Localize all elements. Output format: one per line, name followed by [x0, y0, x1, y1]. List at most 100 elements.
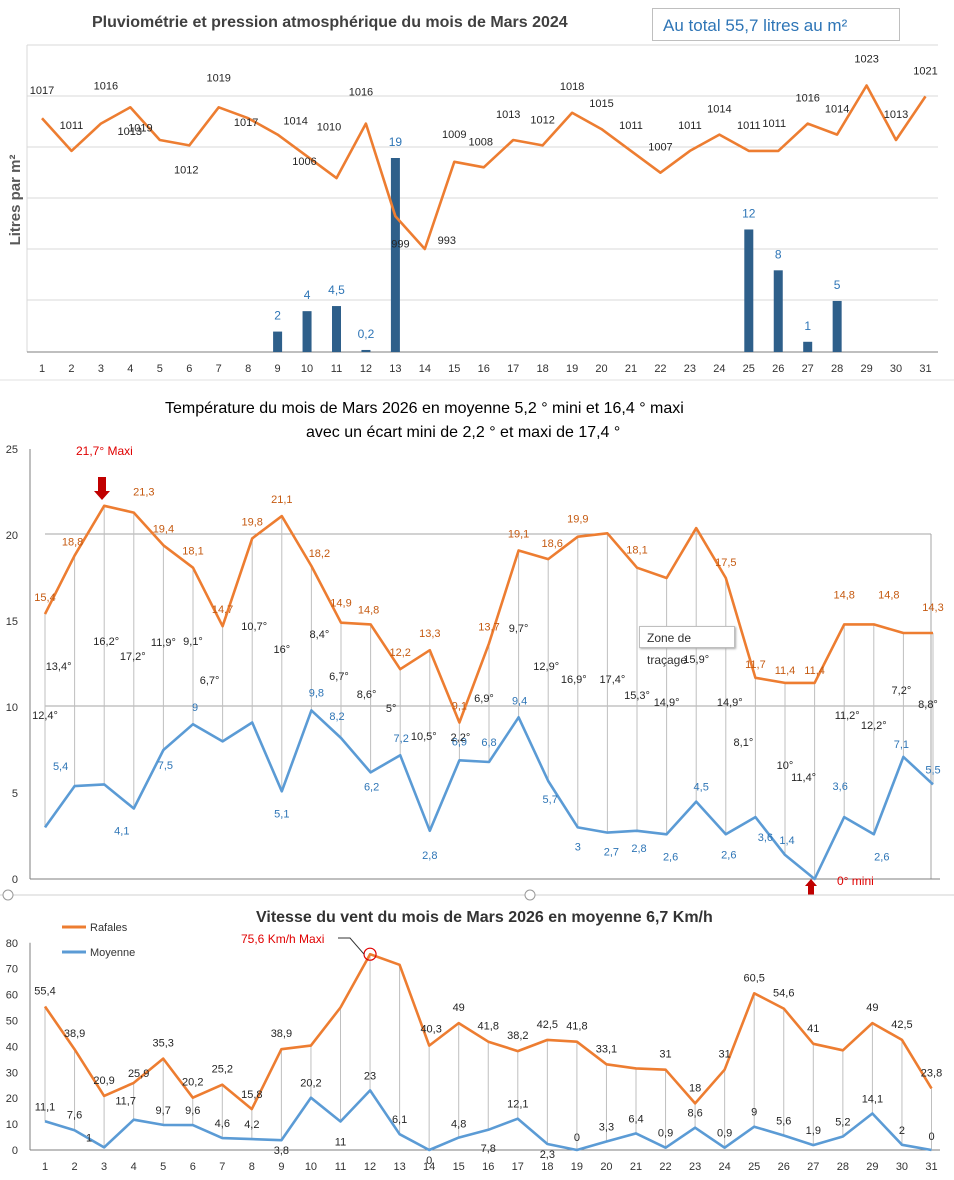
temp-min-label-14: 2,8	[422, 850, 437, 862]
rain-bar-11	[332, 306, 341, 352]
rain-xtick-11: 11	[331, 363, 342, 375]
temp-range-label-31: 8,8°	[918, 699, 938, 711]
wind-xtick-28: 28	[837, 1161, 849, 1173]
wind-xtick-8: 8	[249, 1161, 255, 1173]
rain-bar-label-13: 19	[389, 135, 403, 149]
pressure-label-13: 999	[391, 238, 409, 250]
wind-legend: Rafales Moyenne	[62, 922, 135, 959]
rain-bar-label-12: 0,2	[358, 327, 375, 341]
wind-ytick-60: 60	[6, 990, 18, 1002]
rain-xtick-17: 17	[507, 363, 519, 375]
resize-handle-left[interactable]	[2, 889, 14, 901]
rain-xtick-29: 29	[860, 363, 872, 375]
wind-gust-label-20: 33,1	[596, 1043, 617, 1055]
wind-xtick-6: 6	[190, 1161, 196, 1173]
rain-xtick-12: 12	[360, 363, 372, 375]
resize-handle[interactable]	[524, 889, 536, 901]
wind-labels: 55,438,920,935,320,225,215,838,9 40,34941…	[34, 972, 942, 1167]
rain-xtick-25: 25	[743, 363, 755, 375]
rain-xtick-18: 18	[537, 363, 549, 375]
rain-xtick-5: 5	[157, 363, 163, 375]
wind-avg-label-4: 11,7	[115, 1096, 136, 1108]
wind-gust-label-17: 38,2	[507, 1030, 528, 1042]
pressure-label-17: 1013	[496, 109, 520, 121]
rain-chart-xticks: 1 2 3 4 5 6 7 8 9 10 11 12 13 14 15 16 17 18 19 20 21 22 23 24 2…	[39, 363, 932, 375]
wind-avg-label-1: 11,1	[35, 1101, 56, 1113]
temp-chart-grid: 0 5 10 15 20 25	[6, 444, 940, 886]
rain-bar-label-27: 1	[804, 319, 811, 333]
wind-lines	[43, 937, 933, 1152]
rain-bars	[273, 158, 842, 352]
temp-range-label-2: 13,4°	[46, 661, 72, 673]
temp-min-label-24: 2,6	[721, 849, 736, 861]
temp-range-label-14: 10,5°	[411, 731, 437, 743]
rain-bar-label-25: 12	[742, 206, 756, 220]
rain-bar-13	[390, 158, 400, 352]
wind-ytick-0: 0	[12, 1145, 18, 1157]
wind-xtick-25: 25	[748, 1161, 760, 1173]
temp-range-label-5: 11,9°	[151, 637, 176, 649]
rain-xtick-20: 20	[595, 363, 607, 375]
wind-avg-label-6: 9,6	[185, 1105, 200, 1117]
temp-min-label-5: 7,5	[158, 760, 173, 772]
temp-range-label-12: 8,6°	[357, 689, 377, 701]
temp-max-label-31: 14,3	[922, 602, 943, 614]
rain-xtick-31: 31	[919, 363, 931, 375]
wind-gust-label-31: 23,8	[921, 1067, 942, 1079]
wind-gust-label-19: 41,8	[566, 1021, 587, 1033]
wind-gust-label-6: 20,2	[182, 1077, 203, 1089]
wind-xtick-5: 5	[160, 1161, 166, 1173]
pressure-label-27: 1016	[795, 93, 819, 105]
rain-bar-label-10: 4	[304, 288, 311, 302]
wind-chart-title: Vitesse du vent du mois de Mars 2026 en …	[256, 909, 713, 926]
wind-xtick-10: 10	[305, 1161, 317, 1173]
temp-min-label-17: 9,4	[512, 695, 527, 707]
wind-xtick-3: 3	[101, 1161, 107, 1173]
rain-chart-title: Pluviométrie et pression atmosphérique d…	[92, 14, 568, 31]
rain-xtick-30: 30	[890, 363, 902, 375]
pressure-label-19: 1018	[560, 81, 584, 93]
rain-xtick-26: 26	[772, 363, 784, 375]
temp-labels: 15,4 18,8 21,3 19,4 18,1 14,7 19,8 21,1 18,2 14,9…	[32, 487, 944, 864]
temp-range-label-28: 11,2°	[835, 710, 860, 722]
temp-range-label-27: 11,4°	[791, 772, 816, 784]
wind-gust-label-26: 54,6	[773, 988, 794, 1000]
temp-max-label-8: 19,8	[241, 516, 262, 528]
temp-max-label-14: 13,3	[419, 628, 440, 640]
temp-min-label-6: 9	[192, 702, 198, 714]
wind-xtick-13: 13	[393, 1161, 405, 1173]
wind-avg-label-19: 0	[574, 1132, 580, 1144]
temp-ytick-20: 20	[6, 530, 18, 542]
temp-ytick-15: 15	[6, 616, 18, 628]
wind-xtick-26: 26	[778, 1161, 790, 1173]
rain-chart-labels: 24 4,50,219128151017101110161019101310121…	[30, 54, 938, 341]
temp-max-label-4: 21,3	[133, 487, 154, 499]
pressure-label-6: 1012	[174, 164, 198, 176]
rain-xtick-28: 28	[831, 363, 843, 375]
wind-chart: Vitesse du vent du mois de Mars 2026 en …	[6, 909, 942, 1173]
rain-xtick-2: 2	[68, 363, 74, 375]
rain-pressure-chart: Pluviométrie et pression atmosphérique d…	[7, 14, 938, 375]
temp-min-label-16: 6,8	[481, 737, 496, 749]
rain-xtick-16: 16	[478, 363, 490, 375]
temp-max-label-17: 19,1	[508, 528, 529, 540]
rain-xtick-14: 14	[419, 363, 431, 375]
wind-xtick-22: 22	[659, 1161, 671, 1173]
legend-avg-label: Moyenne	[90, 947, 135, 959]
wind-xtick-21: 21	[630, 1161, 642, 1173]
temp-max-label-28: 14,8	[833, 589, 854, 601]
wind-xtick-30: 30	[896, 1161, 908, 1173]
wind-extra-label: 25,9	[128, 1068, 149, 1080]
temp-ytick-0: 0	[12, 874, 18, 886]
wind-avg-label-13: 6,1	[392, 1114, 407, 1126]
wind-ytick-50: 50	[6, 1016, 18, 1028]
wind-gust-label-23: 18	[689, 1082, 701, 1094]
temp-max-label-24: 17,5	[715, 557, 736, 569]
wind-avg-label-20: 3,3	[599, 1121, 614, 1133]
pressure-label-9: 1014	[283, 116, 307, 128]
wind-avg-label-26: 5,6	[776, 1115, 791, 1127]
wind-xtick-15: 15	[453, 1161, 465, 1173]
pressure-label-22: 1007	[648, 142, 672, 154]
temp-ytick-5: 5	[12, 788, 18, 800]
rain-xtick-27: 27	[802, 363, 814, 375]
